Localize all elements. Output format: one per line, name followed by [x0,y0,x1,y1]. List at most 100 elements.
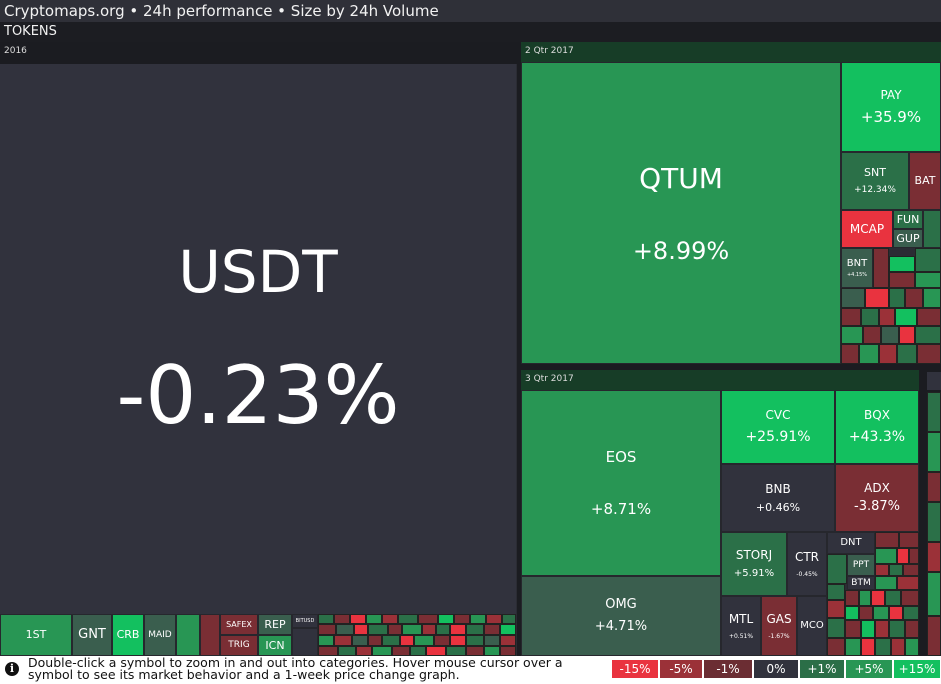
tile-fun[interactable]: FUN [893,210,923,229]
tile-mcap[interactable]: MCAP [841,210,893,248]
tile-small[interactable] [927,542,941,572]
tile-small[interactable] [875,576,897,590]
tile-small[interactable] [466,624,484,635]
tile-small[interactable] [917,344,941,364]
tile-small[interactable] [350,614,366,624]
tile-trig[interactable]: TRIG [220,635,258,656]
tile-small[interactable] [915,326,941,344]
tile-small[interactable] [889,288,905,308]
tile-small[interactable] [865,288,889,308]
tile-small[interactable] [484,624,500,635]
tile-small[interactable] [502,614,516,624]
tile-small[interactable] [909,548,919,564]
tile-small[interactable] [466,646,484,656]
tile-small[interactable] [845,606,859,620]
tile-small[interactable] [388,624,402,635]
tile-small[interactable] [873,248,889,288]
tile-small[interactable] [861,620,875,638]
tile-small[interactable] [352,635,368,646]
tile-small[interactable] [863,326,881,344]
tile-small[interactable] [861,638,875,656]
tile-storj[interactable]: STORJ +5.91% [721,532,787,596]
tile-small[interactable] [889,272,915,288]
tile-small[interactable] [318,614,334,624]
tile-qtum[interactable]: QTUM +8.99% [521,62,841,364]
tile-small[interactable] [889,606,903,620]
tile-small[interactable] [334,614,350,624]
tile-small[interactable] [484,635,500,646]
tile-gas[interactable]: GAS -1.67% [761,596,797,656]
tile-small[interactable] [875,548,897,564]
tile-small[interactable] [454,614,470,624]
tile-small[interactable] [368,624,388,635]
tile-1st[interactable]: 1ST [0,614,72,656]
tile-small[interactable] [486,614,502,624]
tile-small[interactable] [500,624,516,635]
tile-small[interactable] [897,576,919,590]
tile-unlabeled[interactable] [176,614,200,656]
tile-small[interactable] [434,635,450,646]
tile-maid[interactable]: MAID [144,614,176,656]
tile-small[interactable] [402,624,422,635]
tile-mco[interactable]: MCO [797,596,827,656]
tile-small[interactable] [450,624,466,635]
tile-small[interactable] [881,326,899,344]
tile-small[interactable] [450,635,466,646]
tile-small[interactable] [897,344,917,364]
tile-small[interactable] [901,590,919,606]
tile-small[interactable] [897,548,909,564]
tile-small[interactable] [422,624,436,635]
tile-small[interactable] [446,646,466,656]
tile-small[interactable] [368,635,382,646]
tile-small[interactable] [354,624,368,635]
tile-small[interactable] [927,432,941,472]
tile-small[interactable] [318,646,338,656]
tile-bnb[interactable]: BNB +0.46% [721,464,835,532]
tile-small[interactable] [400,635,414,646]
tile-small[interactable] [879,308,895,326]
tile-small[interactable] [885,590,901,606]
tile-small[interactable] [895,308,917,326]
tile-small[interactable] [927,372,941,390]
tile-small[interactable] [873,606,889,620]
group-header-q3-2017[interactable]: 3 Qtr 2017 [521,370,919,390]
tile-small[interactable] [500,646,516,656]
tile-snt[interactable]: SNT +12.34% [841,152,909,210]
tile-unlabeled[interactable] [200,614,220,656]
tile-small[interactable] [927,472,941,502]
tile-small[interactable] [466,635,484,646]
tile-small[interactable] [889,620,905,638]
tile-small[interactable] [891,638,905,656]
tile-small[interactable] [845,590,859,606]
tile-small[interactable] [927,572,941,616]
tile-small[interactable] [859,344,879,364]
tile-ctr[interactable]: CTR -0.45% [787,532,827,596]
tile-bnt[interactable]: BNT +4.15% [841,248,873,288]
tile-small[interactable] [414,635,434,646]
tile-small[interactable] [372,646,392,656]
tile-small[interactable] [827,584,845,600]
tile-small[interactable] [845,620,861,638]
tile-small[interactable] [879,344,897,364]
tile-small[interactable] [915,248,941,272]
tile-small[interactable] [338,646,356,656]
tile-small[interactable] [500,635,516,646]
tile-small[interactable] [927,392,941,432]
tile-small[interactable] [875,564,889,576]
tile-small[interactable] [905,638,919,656]
tile-mtl[interactable]: MTL +0.51% [721,596,761,656]
tile-small[interactable] [426,646,446,656]
tile-unlabeled[interactable] [292,628,318,656]
tile-small[interactable] [927,616,941,656]
tile-small[interactable] [356,646,372,656]
tile-small[interactable] [915,272,941,288]
tile-small[interactable] [845,638,861,656]
tile-gup[interactable]: GUP [893,229,923,248]
tile-small[interactable] [917,308,941,326]
tile-small[interactable] [827,600,845,618]
tile-small[interactable] [903,564,919,576]
tile-small[interactable] [438,614,454,624]
tile-small[interactable] [470,614,486,624]
tile-small[interactable] [336,624,354,635]
tile-bat[interactable]: BAT [909,152,941,210]
